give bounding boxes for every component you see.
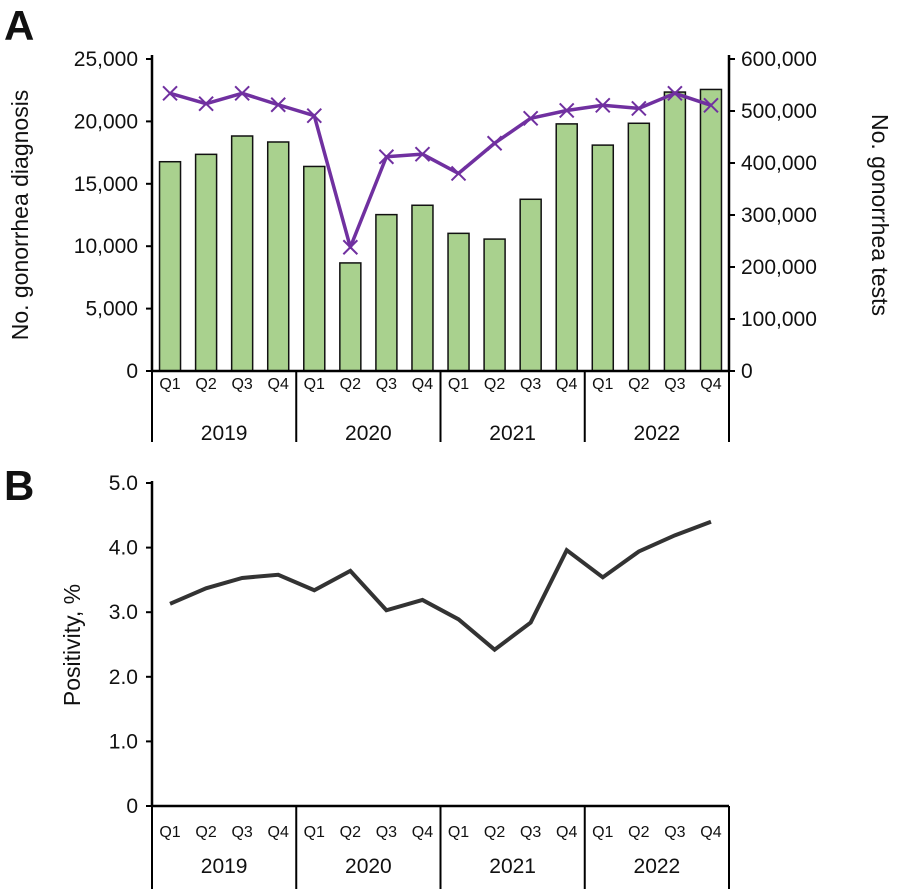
bar bbox=[592, 145, 613, 371]
x-tick-label: Q4 bbox=[268, 824, 289, 841]
y-axis-title: Positivity, % bbox=[59, 584, 85, 706]
x-tick-label: Q4 bbox=[700, 824, 721, 841]
x-tick-label: Q3 bbox=[376, 376, 397, 393]
positivity-line bbox=[170, 522, 711, 650]
bar bbox=[268, 142, 289, 371]
bar bbox=[556, 124, 577, 371]
bar bbox=[520, 199, 541, 371]
x-tick-label: Q1 bbox=[304, 824, 325, 841]
x-tick-label: Q1 bbox=[448, 824, 469, 841]
x-tick-label: Q3 bbox=[664, 376, 685, 393]
x-tick-label: Q4 bbox=[412, 376, 433, 393]
x-tick-label: Q2 bbox=[195, 824, 216, 841]
x-tick-label: Q3 bbox=[376, 824, 397, 841]
year-label: 2019 bbox=[201, 422, 248, 445]
bar bbox=[448, 233, 469, 371]
bar bbox=[664, 92, 685, 371]
x-tick-label: Q1 bbox=[159, 376, 180, 393]
x-tick-label: Q3 bbox=[231, 376, 252, 393]
x-tick-label: Q2 bbox=[484, 376, 505, 393]
x-tick-label: Q2 bbox=[628, 824, 649, 841]
x-tick-label: Q1 bbox=[304, 376, 325, 393]
left-tick-label: 25,000 bbox=[74, 48, 138, 71]
panel-label-b: B bbox=[4, 462, 34, 509]
x-tick-label: Q4 bbox=[556, 824, 577, 841]
bar bbox=[196, 154, 217, 371]
bar bbox=[160, 162, 181, 371]
y-tick-label: 3.0 bbox=[109, 601, 138, 624]
year-label: 2020 bbox=[345, 855, 392, 878]
y-tick-label: 2.0 bbox=[109, 666, 138, 689]
left-tick-label: 10,000 bbox=[74, 235, 138, 258]
x-tick-label: Q1 bbox=[592, 824, 613, 841]
left-tick-label: 0 bbox=[126, 360, 138, 383]
right-tick-label: 500,000 bbox=[741, 100, 817, 123]
bar bbox=[304, 166, 325, 371]
panel-label-a: A bbox=[4, 2, 34, 49]
y-tick-label: 4.0 bbox=[109, 537, 138, 560]
right-tick-label: 0 bbox=[741, 360, 753, 383]
x-tick-label: Q2 bbox=[484, 824, 505, 841]
x-tick-label: Q2 bbox=[628, 376, 649, 393]
bar bbox=[340, 263, 361, 371]
x-tick-label: Q2 bbox=[195, 376, 216, 393]
x-tick-label: Q1 bbox=[159, 824, 180, 841]
bar bbox=[700, 89, 721, 371]
x-tick-label: Q1 bbox=[448, 376, 469, 393]
year-label: 2022 bbox=[634, 855, 681, 878]
tests-marker-x bbox=[488, 136, 502, 150]
bar bbox=[628, 123, 649, 371]
year-label: 2020 bbox=[345, 422, 392, 445]
y-tick-label: 1.0 bbox=[109, 730, 138, 753]
bar bbox=[484, 239, 505, 371]
x-tick-label: Q4 bbox=[268, 376, 289, 393]
year-label: 2019 bbox=[201, 855, 248, 878]
x-tick-label: Q4 bbox=[556, 376, 577, 393]
right-tick-label: 300,000 bbox=[741, 204, 817, 227]
x-tick-label: Q2 bbox=[340, 824, 361, 841]
x-tick-label: Q2 bbox=[340, 376, 361, 393]
bar bbox=[232, 136, 253, 371]
y-tick-label: 0 bbox=[126, 795, 138, 818]
x-tick-label: Q3 bbox=[231, 824, 252, 841]
left-tick-label: 20,000 bbox=[74, 110, 138, 133]
year-label: 2021 bbox=[489, 422, 536, 445]
x-tick-label: Q3 bbox=[664, 824, 685, 841]
right-tick-label: 200,000 bbox=[741, 256, 817, 279]
year-label: 2021 bbox=[489, 855, 536, 878]
tests-marker-x bbox=[452, 166, 466, 180]
year-label: 2022 bbox=[634, 422, 681, 445]
x-tick-label: Q3 bbox=[520, 824, 541, 841]
right-axis-title: No. gonorrhea tests bbox=[867, 114, 893, 316]
x-tick-label: Q4 bbox=[700, 376, 721, 393]
left-tick-label: 15,000 bbox=[74, 173, 138, 196]
right-tick-label: 600,000 bbox=[741, 48, 817, 71]
left-axis-title: No. gonorrhea diagnosis bbox=[7, 90, 33, 341]
y-tick-label: 5.0 bbox=[109, 472, 138, 495]
bar bbox=[412, 205, 433, 371]
right-tick-label: 400,000 bbox=[741, 152, 817, 175]
x-tick-label: Q1 bbox=[592, 376, 613, 393]
right-tick-label: 100,000 bbox=[741, 308, 817, 331]
left-tick-label: 5,000 bbox=[85, 298, 138, 321]
x-tick-label: Q3 bbox=[520, 376, 541, 393]
x-tick-label: Q4 bbox=[412, 824, 433, 841]
bar bbox=[376, 215, 397, 371]
